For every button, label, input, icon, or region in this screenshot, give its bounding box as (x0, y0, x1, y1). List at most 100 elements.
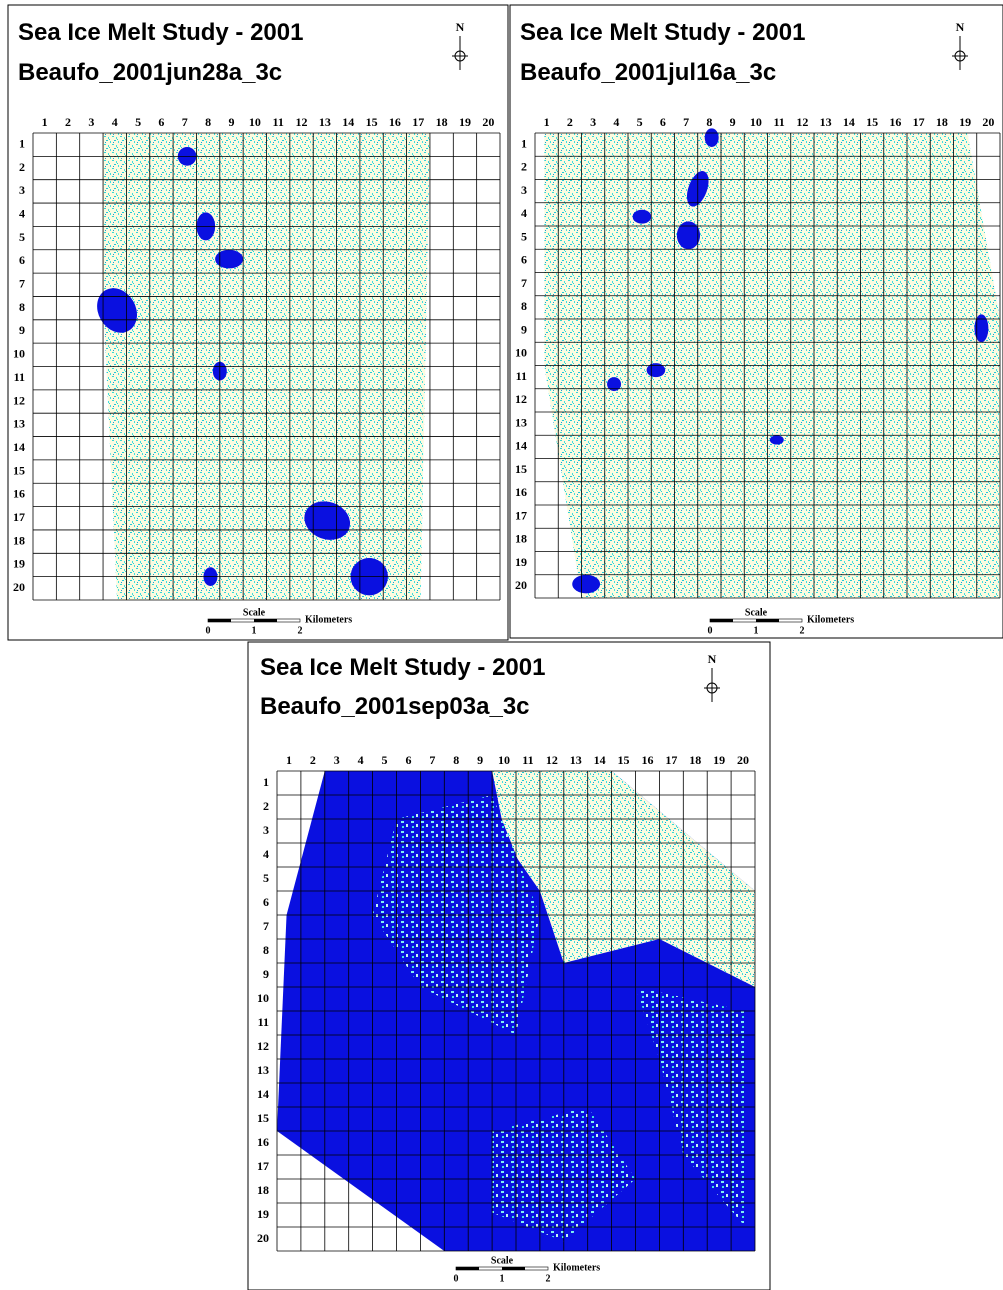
row-label: 1 (521, 136, 527, 150)
column-label: 5 (382, 753, 388, 767)
column-label: 18 (936, 115, 948, 129)
scale-tick: 2 (546, 1273, 551, 1284)
column-label: 6 (158, 115, 164, 129)
row-label: 6 (19, 253, 25, 267)
column-label: 14 (342, 115, 354, 129)
row-label: 9 (19, 323, 25, 337)
column-label: 1 (42, 115, 48, 129)
row-label: 5 (19, 230, 25, 244)
row-label: 2 (19, 160, 25, 174)
column-label: 10 (249, 115, 261, 129)
row-label: 3 (521, 183, 527, 197)
row-label: 11 (14, 370, 25, 384)
column-label: 19 (713, 753, 725, 767)
column-label: 19 (459, 115, 471, 129)
map-subtitle: Beaufo_2001jul16a_3c (520, 59, 776, 86)
column-label: 12 (296, 115, 308, 129)
scale-title: Scale (243, 607, 266, 618)
column-label: 12 (796, 115, 808, 129)
row-label: 19 (257, 1207, 269, 1221)
row-label: 17 (257, 1159, 269, 1173)
column-label: 16 (641, 753, 653, 767)
column-label: 10 (498, 753, 510, 767)
scale-tick: 1 (754, 625, 759, 636)
column-label: 11 (522, 753, 533, 767)
row-label: 16 (515, 485, 527, 499)
scale-tick: 1 (252, 625, 257, 636)
column-label: 20 (737, 753, 749, 767)
column-label: 14 (594, 753, 606, 767)
row-label: 8 (521, 299, 527, 313)
melt-pond (769, 435, 784, 445)
column-label: 5 (637, 115, 643, 129)
scale-bar (710, 619, 733, 622)
row-label: 8 (19, 300, 25, 314)
north-label: N (456, 20, 465, 34)
row-label: 17 (515, 508, 527, 522)
column-label: 17 (665, 753, 677, 767)
column-label: 15 (866, 115, 878, 129)
row-label: 18 (257, 1183, 269, 1197)
map-title: Sea Ice Melt Study - 2001 (260, 654, 545, 681)
scale-tick: 0 (708, 625, 713, 636)
scale-bar (208, 619, 231, 622)
column-label: 17 (412, 115, 424, 129)
row-label: 1 (263, 775, 269, 789)
scale-outline (709, 618, 803, 623)
scale-unit: Kilometers (305, 614, 352, 625)
row-label: 13 (13, 417, 25, 431)
column-label: 2 (310, 753, 316, 767)
column-label: 8 (706, 115, 712, 129)
row-label: 7 (263, 919, 269, 933)
column-label: 15 (618, 753, 630, 767)
row-label: 16 (13, 487, 25, 501)
scale-unit: Kilometers (553, 1262, 600, 1273)
column-label: 14 (843, 115, 855, 129)
column-label: 7 (683, 115, 689, 129)
column-label: 1 (286, 753, 292, 767)
column-label: 13 (570, 753, 582, 767)
column-label: 9 (477, 753, 483, 767)
scale-tick: 0 (206, 625, 211, 636)
row-label: 14 (257, 1087, 269, 1101)
row-label: 5 (263, 871, 269, 885)
scale-title: Scale (745, 607, 768, 618)
row-label: 18 (515, 532, 527, 546)
row-label: 7 (521, 276, 527, 290)
column-label: 3 (88, 115, 94, 129)
map-subtitle: Beaufo_2001sep03a_3c (260, 693, 530, 720)
column-label: 12 (546, 753, 558, 767)
column-label: 20 (482, 115, 494, 129)
row-label: 13 (257, 1063, 269, 1077)
map-panel: Sea Ice Melt Study - 2001 Beaufo_2001sep0… (247, 641, 771, 1290)
column-label: 18 (436, 115, 448, 129)
row-label: 4 (521, 206, 527, 220)
column-label: 8 (205, 115, 211, 129)
row-label: 12 (13, 393, 25, 407)
row-label: 2 (263, 799, 269, 813)
row-label: 15 (257, 1111, 269, 1125)
column-label: 6 (405, 753, 411, 767)
row-label: 19 (13, 557, 25, 571)
column-label: 4 (613, 115, 619, 129)
column-label: 9 (730, 115, 736, 129)
column-label: 4 (358, 753, 364, 767)
scale-outline (207, 618, 301, 623)
row-label: 12 (257, 1039, 269, 1053)
row-label: 7 (19, 277, 25, 291)
scale-bar (502, 1267, 525, 1270)
row-label: 4 (19, 206, 25, 220)
column-label: 15 (366, 115, 378, 129)
row-label: 17 (13, 510, 25, 524)
column-label: 18 (689, 753, 701, 767)
ice-area (492, 771, 755, 987)
melt-pond (704, 128, 719, 147)
row-label: 4 (263, 847, 269, 861)
scale-tick: 2 (298, 625, 303, 636)
column-label: 20 (982, 115, 994, 129)
map-panel: Sea Ice Melt Study - 2001 Beaufo_2001jun2… (7, 4, 509, 641)
row-label: 20 (257, 1231, 269, 1245)
row-label: 9 (521, 322, 527, 336)
